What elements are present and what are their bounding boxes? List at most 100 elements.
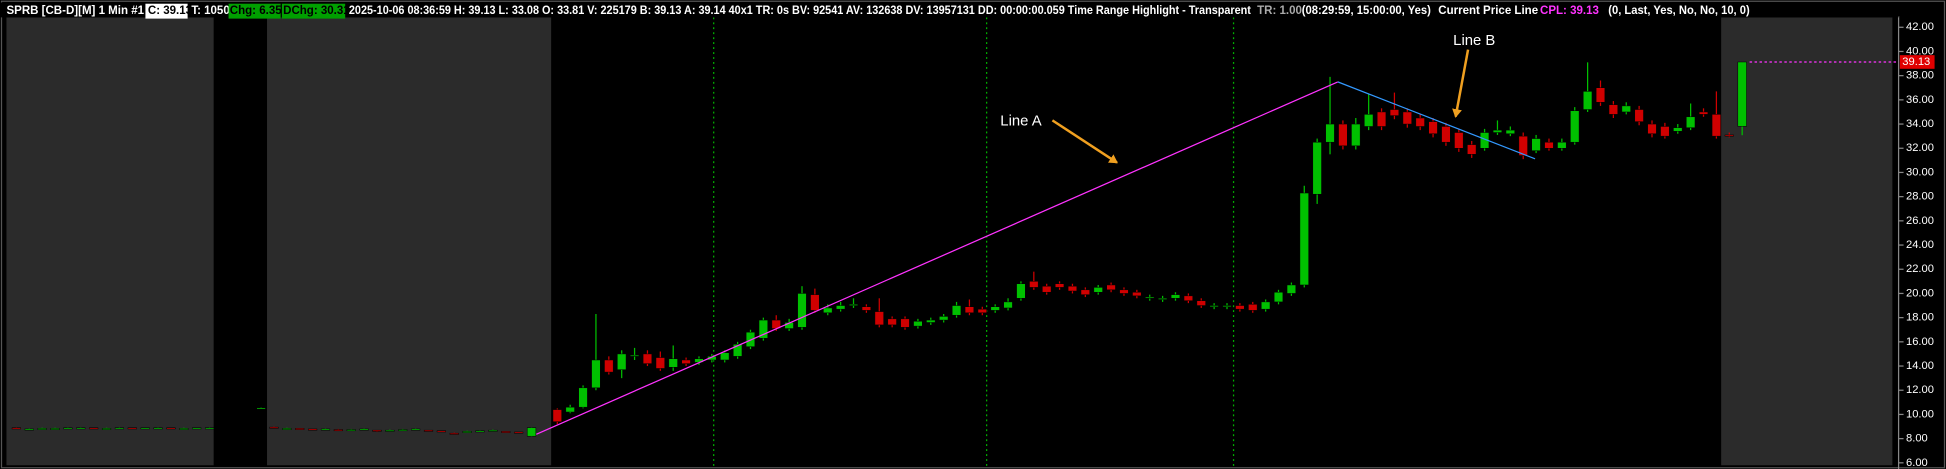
candle-body: [797, 293, 807, 328]
candle-body: [50, 428, 60, 430]
candle-body: [101, 428, 112, 430]
candle-body: [1608, 104, 1618, 115]
candle-body: [1003, 301, 1013, 309]
candle-body: [939, 316, 949, 321]
candle-body: [964, 306, 975, 314]
badge: [281, 3, 346, 19]
candles: [11, 61, 1747, 437]
candle-body: [1286, 284, 1296, 294]
candle-body: [423, 429, 434, 432]
candle-body: [514, 431, 524, 434]
candle-body: [617, 353, 627, 370]
candle-body: [1196, 300, 1206, 306]
candle-body: [114, 427, 125, 430]
annotation: Line B: [1453, 33, 1495, 49]
candle-body: [11, 427, 21, 430]
candle-body: [977, 308, 987, 314]
candle-body: [333, 429, 343, 432]
candle-body: [346, 429, 356, 432]
candle-body: [1029, 281, 1039, 288]
candle-body: [1222, 305, 1232, 308]
trend-line-b: [1337, 81, 1536, 160]
badge: [228, 3, 281, 19]
candle-body: [1364, 114, 1374, 127]
candle-body: [1351, 123, 1361, 147]
candle-body: [76, 427, 86, 430]
candle-body: [565, 406, 575, 413]
candle-body: [733, 344, 743, 357]
candle-body: [295, 428, 305, 430]
y-tick-label: 28.00: [1906, 191, 1934, 203]
candle-body: [552, 409, 562, 422]
candle-body: [1698, 111, 1709, 115]
candle-body: [256, 407, 266, 410]
candle-body: [37, 428, 47, 430]
candle-body: [1402, 111, 1412, 125]
y-tick-label: 30.00: [1906, 166, 1934, 178]
study-params: (0, Last, Yes, No, No, 10, 0): [1608, 5, 1750, 17]
candle-body: [1067, 285, 1078, 292]
candle-body: [24, 428, 34, 431]
candle-body: [269, 426, 279, 429]
y-tick-label: 8.00: [1906, 433, 1928, 445]
study-label: TR: 1.00: [1257, 5, 1302, 17]
candle-body: [1273, 291, 1284, 303]
candle-body: [1338, 123, 1348, 147]
candle-body: [1660, 126, 1670, 137]
quote-details: 2025-10-06 08:36:59 H: 39.13 L: 33.08 O:…: [349, 5, 1251, 17]
candle-body: [1248, 304, 1258, 311]
study-label: Current Price Line: [1438, 5, 1538, 17]
candle-body: [1428, 121, 1438, 134]
current-price-label: 39.13: [1902, 56, 1930, 68]
candle-body: [1042, 285, 1052, 293]
candle-body: [1634, 109, 1644, 122]
time-range-highlight: [267, 17, 552, 466]
candle-body: [926, 319, 936, 323]
candle-body: [1119, 289, 1129, 294]
candle-body: [385, 429, 395, 432]
y-tick-label: 24.00: [1906, 239, 1934, 251]
candle-body: [89, 427, 99, 430]
candle-body: [1261, 301, 1271, 310]
candle-body: [1621, 105, 1631, 113]
candle-body: [848, 304, 859, 306]
y-tick-label: 34.00: [1906, 118, 1934, 130]
candle-body: [372, 429, 382, 432]
candle-body: [1312, 141, 1322, 195]
candle-body: [462, 431, 472, 433]
candle-body: [475, 430, 485, 433]
candle-body: [1325, 123, 1335, 143]
candle-body: [1093, 287, 1103, 293]
time-range-highlight: [1721, 17, 1893, 466]
candle-body: [359, 428, 369, 431]
candle-body: [823, 307, 833, 314]
candle-body: [1724, 134, 1734, 137]
candle-body: [874, 311, 884, 326]
candle-body: [166, 427, 176, 430]
candle-body: [282, 428, 292, 430]
candle-body: [1389, 109, 1400, 116]
candle-body: [990, 306, 1000, 311]
candle-body: [1209, 305, 1219, 308]
candle-body: [1299, 192, 1309, 286]
candle-body: [1376, 111, 1387, 127]
y-tick-label: 16.00: [1906, 336, 1934, 348]
candle-body: [449, 432, 459, 435]
candle-body: [1054, 283, 1065, 288]
candle-body: [681, 359, 691, 364]
candle-body: [629, 354, 640, 357]
candle-body: [1415, 117, 1425, 127]
candle-body: [526, 427, 537, 437]
candle-body: [436, 430, 446, 433]
candle-body: [1570, 110, 1580, 143]
trend-line-a: [536, 81, 1339, 435]
candle-body: [1235, 305, 1245, 310]
study-params: (08:29:59, 15:00:00, Yes): [1302, 5, 1431, 17]
current-price-badge: [1899, 55, 1935, 69]
y-tick-label: 14.00: [1906, 360, 1934, 372]
candle-body: [179, 428, 189, 430]
status-bar: [0, 2, 1899, 18]
y-tick-label: 18.00: [1906, 312, 1934, 324]
candle-body: [604, 359, 614, 373]
